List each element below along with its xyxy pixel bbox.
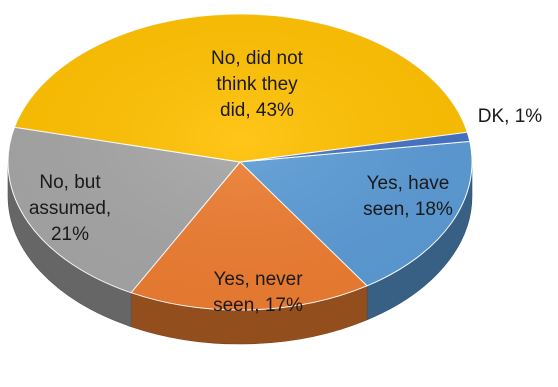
pie-label-no-did-not-think-they-did: No, did not think they did, 43% [211,48,304,121]
pie-label-yes-never-seen: Yes, never seen, 17% [213,269,303,316]
pie-label-line: No, but [39,172,101,193]
pie-label-line: think they [216,74,298,95]
pie-label-no-but-assumed: No, but assumed, 21% [29,172,111,245]
pie-label-line: seen, 18% [363,199,453,220]
pie-label-line: 21% [51,224,89,245]
pie-slices [7,13,473,311]
pie-label-line: did, 43% [220,100,294,121]
pie-label-line: Yes, have [367,173,450,194]
pie-top-shading [8,14,472,310]
pie-side-walls [7,161,473,345]
pie-labels: Yes, have seen, 18% Yes, never seen, 17% No,… [29,48,542,316]
pie-label-line: assumed, [29,198,111,219]
pie-label-dk: DK, 1% [478,106,543,127]
pie-label-line: DK, 1% [478,106,543,127]
pie-label-line: Yes, never [213,269,303,290]
pie-label-line: seen, 17% [213,295,303,316]
pie-label-yes-have-seen: Yes, have seen, 18% [363,173,453,220]
pie-label-line: No, did not [211,48,304,69]
